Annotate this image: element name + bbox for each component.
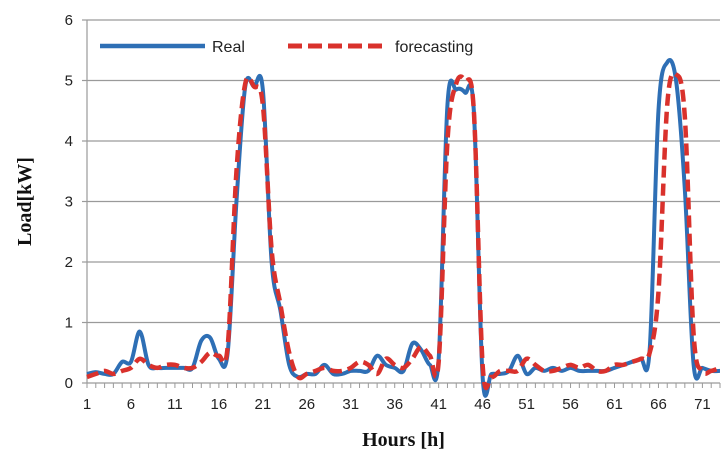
x-tick-label: 71	[694, 396, 711, 413]
x-tick-label: 66	[650, 396, 667, 413]
x-tick-label: 21	[254, 396, 271, 413]
legend-label-real: Real	[212, 39, 245, 56]
y-axis-title: Load[kW]	[14, 157, 36, 246]
x-tick-label: 61	[606, 396, 623, 413]
x-tick-label: 41	[430, 396, 447, 413]
x-tick-label: 1	[83, 396, 91, 413]
x-tick-label: 16	[211, 396, 228, 413]
series-lines	[87, 60, 720, 396]
x-tick-label: 46	[474, 396, 491, 413]
x-tick-label: 6	[127, 396, 135, 413]
axes	[82, 20, 720, 388]
y-tick-label: 0	[65, 375, 73, 392]
x-axis-title: Hours [h]	[362, 429, 445, 451]
legend-label-forecasting: forecasting	[395, 39, 473, 56]
x-tick-label: 56	[562, 396, 579, 413]
x-tick-label: 36	[386, 396, 403, 413]
series-line-forecasting	[87, 73, 720, 388]
y-tick-label: 2	[65, 254, 73, 271]
gridlines	[87, 20, 720, 323]
x-tick-label: 11	[167, 396, 183, 413]
x-tick-label: 31	[342, 396, 359, 413]
y-tick-label: 1	[65, 315, 73, 332]
x-tick-label: 26	[298, 396, 315, 413]
y-tick-label: 4	[65, 133, 73, 150]
x-tick-label: 51	[518, 396, 535, 413]
series-line-real	[87, 60, 720, 396]
y-tick-label: 5	[65, 73, 73, 90]
y-tick-label: 6	[65, 12, 73, 29]
legend: Real forecasting	[100, 39, 473, 56]
y-tick-label: 3	[65, 194, 73, 211]
